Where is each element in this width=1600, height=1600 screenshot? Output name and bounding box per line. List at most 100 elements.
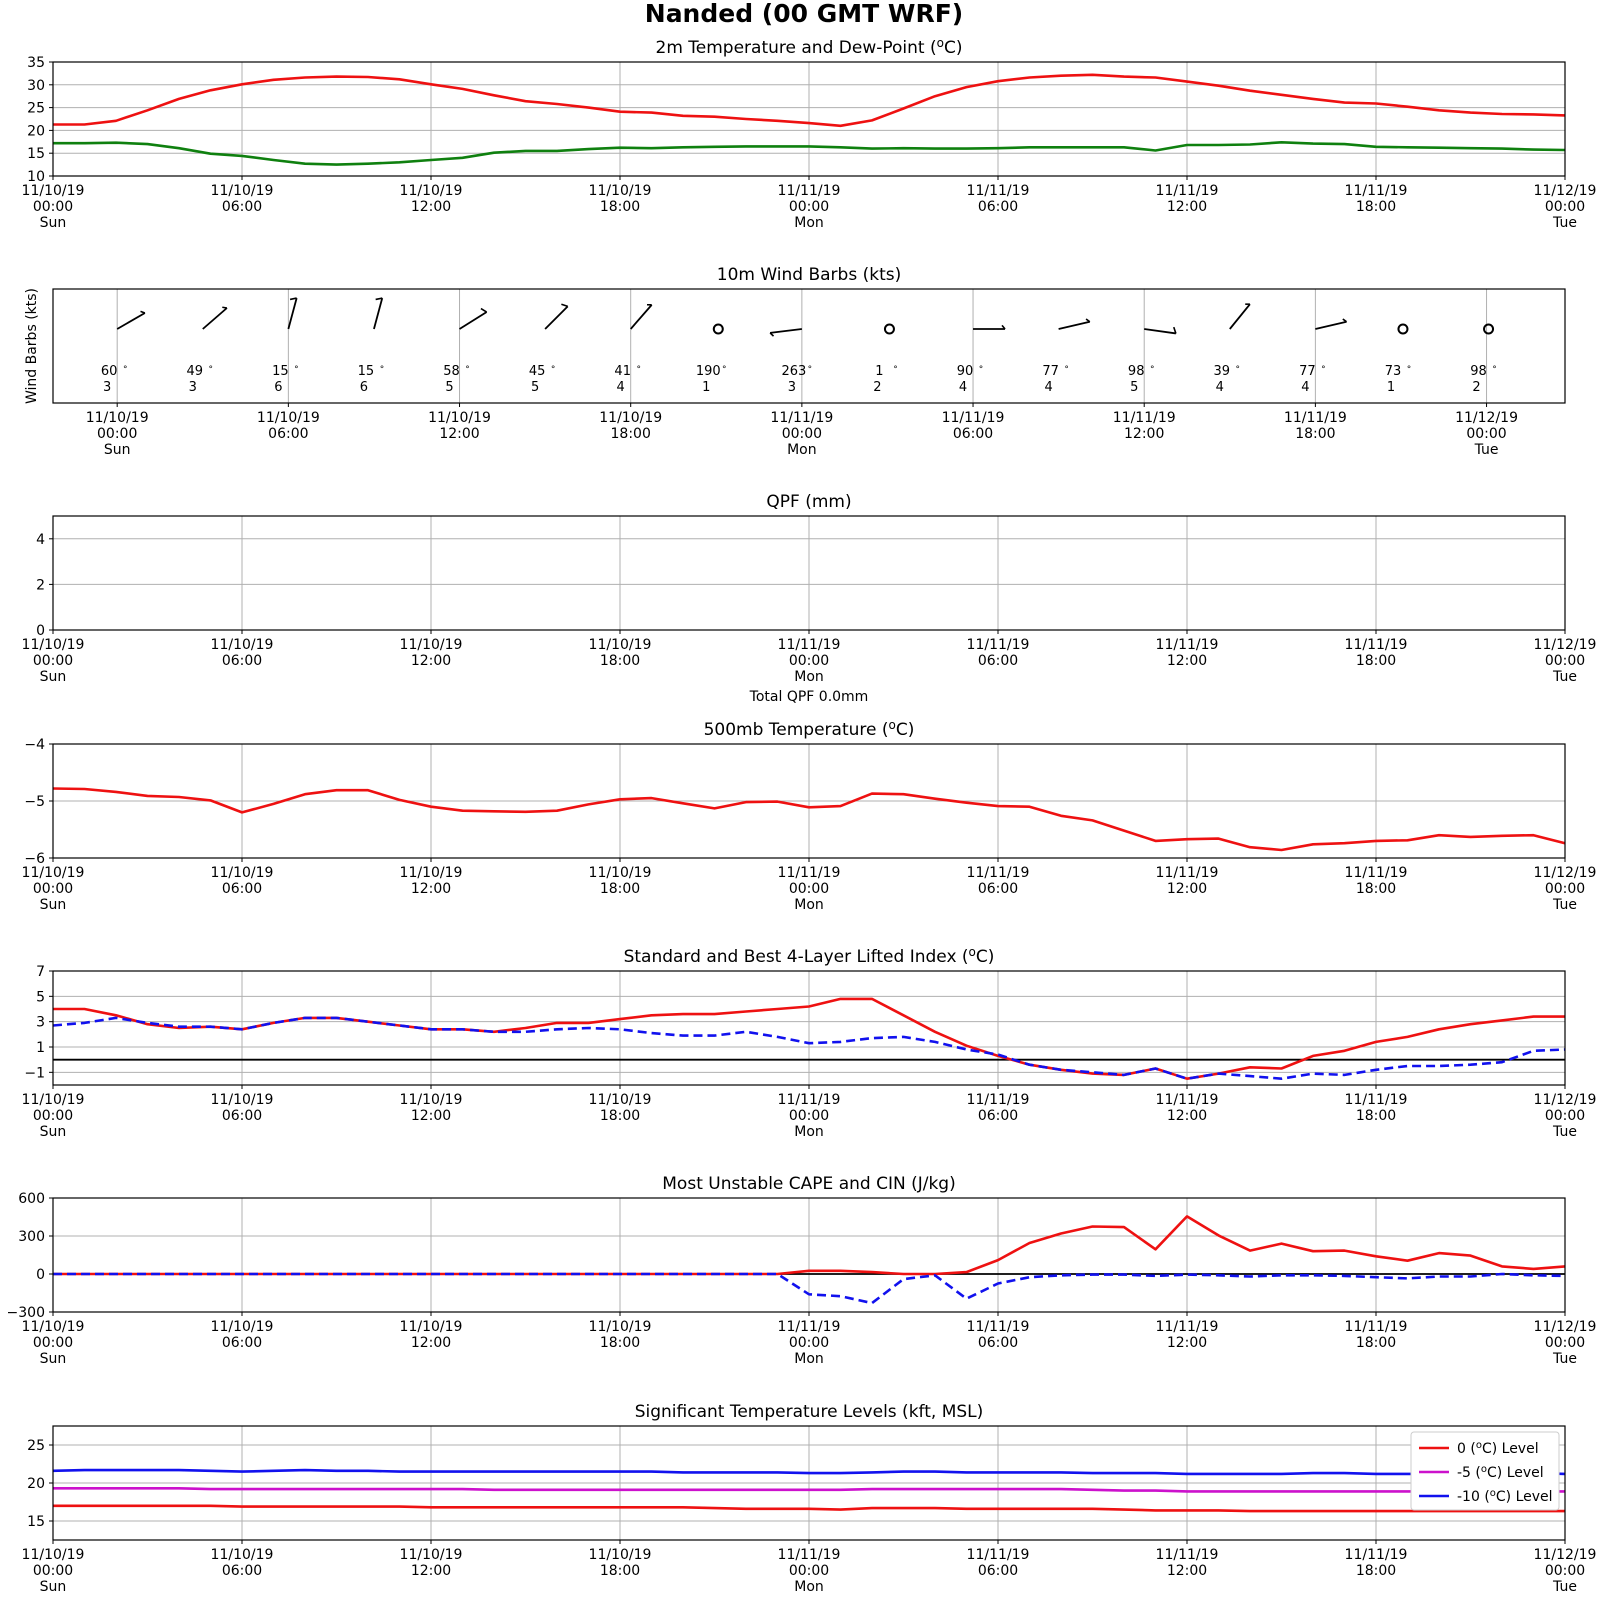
x-tick-label: 12:00 [411,653,451,669]
wind-barb-feather [222,306,228,309]
panel-t500: 500mb Temperature (oC)−6−5−411/10/1900:0… [22,718,1597,913]
y-tick-label: −6 [24,851,45,867]
x-tick-label: Mon [794,669,824,685]
x-tick-label: 00:00 [1545,1563,1585,1579]
total-qpf-label: Total QPF 0.0mm [749,689,869,705]
wind-direction-label: 60 [101,364,118,379]
x-tick-label: 12:00 [1167,881,1207,897]
x-tick-label: 00:00 [789,1335,829,1351]
x-tick-label: 11/10/19 [400,865,463,881]
x-tick-label: 06:00 [978,881,1018,897]
x-tick-label: 11/10/19 [400,183,463,199]
x-tick-label: 12:00 [411,1563,451,1579]
x-tick-label: 11/10/19 [22,183,85,199]
x-tick-label: 18:00 [1356,199,1396,215]
wind-speed-label: 4 [617,380,625,395]
x-tick-label: 11/11/19 [778,183,841,199]
x-tick-label: 11/10/19 [22,637,85,653]
x-tick-label: 06:00 [978,1563,1018,1579]
x-tick-label: 00:00 [33,1335,73,1351]
wind-barb-staff [769,328,802,334]
panel-title: Standard and Best 4-Layer Lifted Index (… [624,945,995,967]
x-tick-label: Sun [104,442,131,458]
x-tick-label: 12:00 [1167,199,1207,215]
x-tick-label: 11/10/19 [400,637,463,653]
figure-title: Nanded (00 GMT WRF) [645,0,963,28]
degree-mark: ° [808,365,813,375]
wind-speed-label: 4 [1301,380,1309,395]
series-line-levels-0 [53,1504,1565,1513]
x-tick-label: 00:00 [1545,881,1585,897]
x-tick-label: 00:00 [1545,653,1585,669]
x-tick-label: 11/11/19 [778,637,841,653]
y-tick-label: 25 [27,101,45,117]
x-tick-label: 11/10/19 [211,865,274,881]
x-tick-label: 00:00 [1545,1335,1585,1351]
x-tick-label: 06:00 [978,199,1018,215]
wind-barb-feather [1173,326,1177,334]
x-tick-label: 11/10/19 [22,1547,85,1563]
x-tick-label: 06:00 [222,1335,262,1351]
wind-speed-label: 5 [1130,380,1138,395]
wind-barb-feather [375,297,383,301]
x-tick-label: 00:00 [789,199,829,215]
degree-mark: ° [722,365,727,375]
x-tick-label: 12:00 [1124,426,1164,442]
panel-qpf: QPF (mm)02411/10/1900:00Sun11/10/1906:00… [22,492,1597,705]
x-tick-label: 11/10/19 [599,410,662,426]
wind-direction-label: 15 [272,364,289,379]
x-tick-label: 11/11/19 [1345,183,1408,199]
x-tick-label: 11/11/19 [778,1319,841,1335]
x-tick-label: 11/10/19 [400,1092,463,1108]
wind-barb-staff [287,297,298,330]
x-tick-label: 11/12/19 [1534,183,1597,199]
wind-speed-label: 4 [959,380,967,395]
y-tick-label: 7 [36,964,45,980]
degree-mark: ° [209,365,214,375]
x-tick-label: Tue [1552,1579,1577,1595]
x-tick-label: 06:00 [268,426,308,442]
x-tick-label: Sun [40,1579,67,1595]
degree-mark: ° [636,365,641,375]
x-tick-label: Tue [1552,1351,1577,1367]
x-tick-label: 12:00 [1167,1108,1207,1124]
x-tick-label: 00:00 [33,653,73,669]
y-tick-label: 4 [36,532,45,548]
x-tick-label: 12:00 [411,1335,451,1351]
x-tick-label: 11/11/19 [1345,637,1408,653]
y-tick-label: 25 [27,1438,45,1454]
x-tick-label: 11/12/19 [1534,637,1597,653]
x-tick-label: 00:00 [1545,199,1585,215]
x-tick-label: 11/10/19 [589,1547,652,1563]
x-tick-label: 11/11/19 [1156,637,1219,653]
x-tick-label: 12:00 [1167,1335,1207,1351]
degree-mark: ° [551,365,556,375]
x-tick-label: 11/10/19 [22,1092,85,1108]
x-tick-label: 00:00 [33,881,73,897]
series-line-cape-1 [53,1272,1566,1305]
y-tick-label: 10 [27,169,45,185]
panel-wind: 10m Wind Barbs (kts) Wind Barbs (kts) 60 ° 3… [24,265,1566,458]
x-tick-label: 11/10/19 [589,183,652,199]
panel-title: 500mb Temperature (oC) [704,718,915,740]
y-axis-label: Wind Barbs (kts) [24,288,40,404]
y-tick-label: 1 [36,1040,45,1056]
x-tick-label: Sun [40,897,67,913]
wind-speed-label: 6 [360,380,368,395]
panel-title: Most Unstable CAPE and CIN (J/kg) [662,1174,955,1194]
wind-direction-label: 263 [781,364,806,379]
x-tick-label: 06:00 [222,1563,262,1579]
panel-lifted: Standard and Best 4-Layer Lifted Index (… [22,945,1597,1140]
x-tick-label: 11/10/19 [211,183,274,199]
x-tick-label: 11/10/19 [400,1319,463,1335]
degree-mark: ° [1064,365,1069,375]
wind-barb-staff [459,311,488,330]
x-tick-label: 11/11/19 [967,637,1030,653]
y-tick-label: 3 [36,1015,45,1031]
x-tick-label: 06:00 [978,653,1018,669]
x-tick-label: Sun [40,1351,67,1367]
y-tick-label: 20 [27,123,45,139]
x-tick-label: 12:00 [1167,1563,1207,1579]
wind-speed-label: 3 [788,380,796,395]
degree-mark: ° [1321,365,1326,375]
